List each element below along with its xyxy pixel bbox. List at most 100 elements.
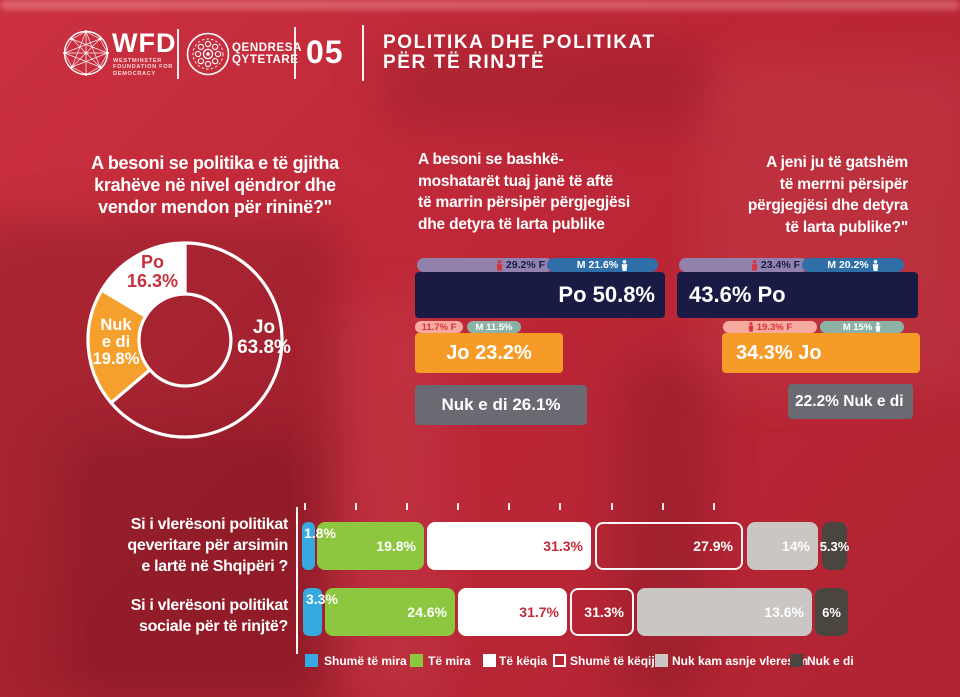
rating-row1-segment-te-mira: 19.8% <box>317 522 424 570</box>
mid-jo-bar: Jo 23.2% <box>415 333 563 373</box>
axis-tick <box>559 503 561 510</box>
right-po-bar-label: 43.6% Po <box>689 282 786 307</box>
axis-tick <box>304 503 306 510</box>
right-jo-bar: 34.3% Jo <box>722 333 920 373</box>
mid-po-bar-label: Po 50.8% <box>558 282 655 307</box>
donut-label-nukedi: Nuk <box>100 316 132 334</box>
header-divider <box>294 27 296 79</box>
rating-question1-line: e lartë në Shqipëri ? <box>141 558 288 575</box>
female-icon <box>748 322 754 332</box>
male-icon <box>875 322 881 332</box>
header-divider <box>177 29 179 79</box>
right-jo-male-label: M 15% <box>842 321 873 333</box>
donut-value-nukedi: 19.8% <box>92 350 140 368</box>
donut-label-po: Po <box>140 252 164 272</box>
donut-value-po: 16.3% <box>126 271 179 291</box>
axis-tick <box>611 503 613 510</box>
female-icon <box>496 259 503 271</box>
right-jo-female-pill: 19.3% F <box>723 321 817 333</box>
wfd-subtitle-line: DEMOCRACY <box>113 70 156 77</box>
rating-row2-value: 6% <box>822 604 841 620</box>
rating-row2-segment-nuk-e-di: 6% <box>815 588 848 636</box>
mid-po-female-label: 29.2% F <box>505 259 545 271</box>
rating-row1-segment-shume-te-mira <box>302 522 315 570</box>
right-question-line: të larta publike?" <box>785 218 908 236</box>
axis-tick <box>406 503 408 510</box>
donut-chart <box>77 232 293 448</box>
rating-axis-line <box>296 507 298 654</box>
legend-label: Shumë të mira <box>324 654 407 668</box>
rating-row1-value: 5.3% <box>819 538 850 554</box>
legend-swatch-te-keqia <box>483 654 496 667</box>
mid-po-male-label: M 21.6% <box>576 259 619 271</box>
axis-tick <box>508 503 510 510</box>
rating-row1-segment-nuk-e-di: 5.3% <box>819 522 850 570</box>
female-icon <box>751 259 758 271</box>
right-question-line: të merrni përsipër <box>779 175 908 193</box>
rating-row2-value: 3.3% <box>306 591 338 607</box>
male-icon <box>872 259 879 271</box>
mid-nukedi-bar-label: Nuk e di 26.1% <box>441 395 561 414</box>
mid-jo-bar-label: Jo 23.2% <box>446 341 532 364</box>
rating-question1-line: Si i vlerësoni politikat <box>130 516 289 533</box>
rating-row2-value: 31.7% <box>519 604 559 620</box>
rating-question2-line: sociale për të rinjtë? <box>138 618 288 635</box>
rating-row2-value: 31.3% <box>584 604 624 620</box>
donut-slice-po <box>100 241 187 318</box>
axis-tick <box>713 503 715 510</box>
background-photo-overlay <box>0 0 960 10</box>
legend-swatch-asnje-vleresim <box>655 654 668 667</box>
right-jo-male-pill: M 15% <box>820 321 904 333</box>
section-number: 05 <box>306 34 344 70</box>
mid-question-line: moshatarët tuaj janë të aftë <box>418 172 614 190</box>
rating-row1-value: 14% <box>781 538 810 554</box>
rating-row2-segment-te-keqia: 31.7% <box>458 588 567 636</box>
right-po-bar: 43.6% Po <box>677 272 918 318</box>
legend-label: Shumë të këqija <box>570 654 662 668</box>
rating-row1-value: 27.9% <box>693 538 733 554</box>
mid-nukedi-bar: Nuk e di 26.1% <box>415 385 587 425</box>
right-jo-bar-label: 34.3% Jo <box>736 341 822 364</box>
mid-po-bar: Po 50.8% <box>415 272 665 318</box>
partner-name-line: QENDRESA <box>232 42 302 54</box>
mid-jo-male-pill: M 11.5% <box>467 321 521 333</box>
rating-row2-value: 13.6% <box>764 604 804 620</box>
header-divider <box>362 25 364 81</box>
mid-question-line: të marrin përsipër përgjegjësi <box>418 194 630 211</box>
right-jo-female-label: 19.3% F <box>756 321 793 333</box>
mid-po-male-pill: M 21.6% <box>547 258 658 272</box>
page-title-line: PËR TË RINJTË <box>383 52 546 73</box>
mid-jo-female-label: 11.7% F <box>421 321 457 333</box>
donut-label-jo: Jo <box>252 317 276 338</box>
rating-row1-segment-te-keqia: 31.3% <box>427 522 591 570</box>
donut-slice-jo <box>109 241 284 439</box>
mid-question-line: A besoni se bashkë- <box>418 151 564 168</box>
rating-row2-value: 24.6% <box>407 604 447 620</box>
qendresa-logo-icon <box>186 32 230 76</box>
rating-row2-segment-shume-te-mira <box>303 588 322 636</box>
right-question-line: A jeni ju të gatshëm <box>766 154 908 171</box>
legend-swatch-shume-te-keqija <box>553 654 566 667</box>
partner-name-line: QYTETARE <box>232 53 299 66</box>
legend-label: Nuk kam asnje vleresim <box>672 654 809 668</box>
rating-row1-value: 31.3% <box>543 538 583 554</box>
rating-row1-segment-shume-te-keqija: 27.9% <box>595 522 743 570</box>
right-question-line: përgjegjësi dhe detyra <box>747 197 908 214</box>
right-nukedi-bar-label: 22.2% Nuk e di <box>795 392 904 410</box>
rating-question1-line: qeveritare për arsimin <box>127 537 288 554</box>
right-nukedi-bar: 22.2% Nuk e di <box>788 384 913 419</box>
donut-question-line: krahëve në nivel qëndror dhe <box>94 175 336 195</box>
mid-jo-female-pill: 11.7% F <box>415 321 463 333</box>
rating-question2-line: Si i vlerësoni politikat <box>130 597 289 614</box>
wfd-subtitle-line: WESTMINSTER <box>113 58 163 64</box>
mid-question-line: dhe detyra të larta publike <box>418 215 605 233</box>
axis-tick <box>457 503 459 510</box>
rating-row1-value: 19.8% <box>376 538 416 554</box>
legend-label: Të këqia <box>499 654 548 668</box>
mid-po-female-pill: 29.2% F <box>417 258 553 272</box>
right-po-female-pill: 23.4% F <box>679 258 808 272</box>
legend-swatch-nuk-e-di <box>790 654 803 667</box>
legend-swatch-shume-te-mira <box>305 654 318 667</box>
wfd-acronym: WFD <box>112 28 177 58</box>
